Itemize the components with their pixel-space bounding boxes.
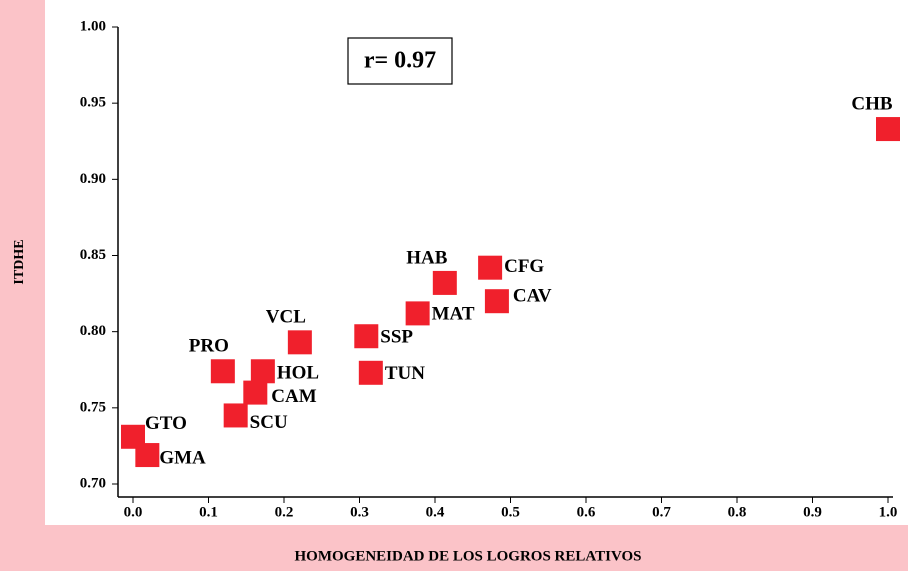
point-label: CAM <box>271 386 316 407</box>
point <box>478 255 503 280</box>
point-label: TUN <box>385 363 425 384</box>
x-tick-label: 0.2 <box>275 504 294 520</box>
x-tick-label: 0.8 <box>728 504 747 520</box>
x-axis-label: HOMOGENEIDAD DE LOS LOGROS RELATIVOS <box>295 548 642 564</box>
point-label: CFG <box>504 256 544 277</box>
x-tick-label: 0.4 <box>426 504 445 520</box>
y-tick-label: 0.75 <box>80 399 106 415</box>
point-label: MAT <box>432 304 475 325</box>
x-tick-label: 0.5 <box>501 504 520 520</box>
y-tick-label: 1.00 <box>80 18 106 34</box>
y-tick-label: 0.85 <box>80 247 106 263</box>
point <box>210 359 235 384</box>
y-tick-label: 0.80 <box>80 323 106 339</box>
x-tick-label: 1.0 <box>879 504 898 520</box>
annotation: r= 0.97 <box>364 48 436 74</box>
point <box>405 301 430 326</box>
plot-area <box>45 0 908 525</box>
x-tick-label: 0.1 <box>199 504 218 520</box>
point-label: GMA <box>159 447 206 468</box>
y-tick-label: 0.70 <box>80 475 106 491</box>
point <box>287 330 312 355</box>
point <box>243 380 268 405</box>
point-label: SCU <box>250 412 288 433</box>
point <box>354 324 379 349</box>
point <box>135 443 160 468</box>
annotation-box <box>347 37 453 85</box>
point <box>250 359 275 384</box>
y-tick-label: 0.90 <box>80 171 106 187</box>
point-label: SSP <box>380 327 413 348</box>
point <box>484 289 509 314</box>
point-label: VCL <box>266 307 306 328</box>
x-tick-label: 0.6 <box>577 504 596 520</box>
point-label: CHB <box>851 93 893 114</box>
y-axis-label: ITDHE <box>12 239 27 284</box>
x-tick-label: 0.3 <box>350 504 369 520</box>
point-label: HOL <box>277 363 319 384</box>
x-tick-label: 0.9 <box>803 504 822 520</box>
x-tick-label: 0.0 <box>124 504 143 520</box>
point-label: HAB <box>406 247 448 268</box>
point-label: CAV <box>513 286 552 307</box>
point <box>358 360 383 385</box>
point <box>223 403 248 428</box>
point-label: PRO <box>189 336 229 357</box>
point-label: GTO <box>145 413 187 434</box>
y-tick-label: 0.95 <box>80 95 106 111</box>
x-tick-label: 0.7 <box>652 504 671 520</box>
point <box>432 270 457 295</box>
point <box>876 117 900 142</box>
